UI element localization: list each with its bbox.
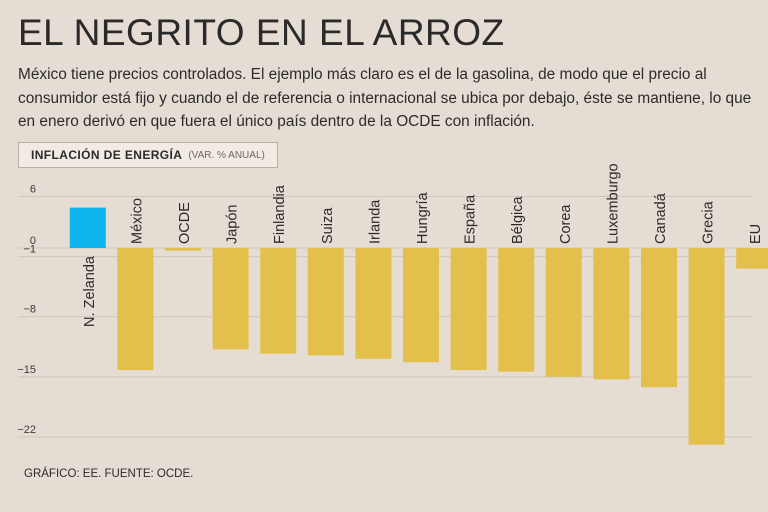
category-label: Irlanda	[367, 199, 383, 244]
y-tick-label: −22	[17, 424, 36, 436]
bar-b-lgica	[498, 248, 535, 372]
bar-luxemburgo	[593, 248, 630, 380]
category-label: Finlandia	[272, 184, 288, 244]
category-label: Bélgica	[510, 196, 526, 244]
category-label: N. Zelanda	[82, 255, 98, 327]
y-tick-label: −1	[23, 244, 36, 256]
bar-hungr-a	[403, 248, 439, 363]
bar-eu	[736, 248, 768, 269]
chart-header-box: INFLACIÓN DE ENERGÍA (VAR. % ANUAL)	[18, 142, 278, 168]
category-label: Hungría	[415, 191, 431, 244]
bar-ocde	[165, 248, 201, 251]
category-label: Grecia	[701, 200, 717, 244]
category-label: EU	[748, 224, 764, 244]
bar-irlanda	[355, 248, 392, 359]
y-tick-label: −8	[23, 304, 36, 316]
category-label: Suiza	[320, 207, 336, 244]
y-tick-label: 0	[30, 235, 36, 247]
category-label: México	[129, 198, 145, 244]
category-label: Corea	[558, 204, 574, 244]
category-label: Canadá	[653, 192, 669, 244]
category-label: Luxemburgo	[605, 163, 621, 244]
bar-finlandia	[260, 248, 297, 354]
bar-suiza	[307, 248, 344, 356]
bar-espa-a	[450, 248, 487, 370]
bar-corea	[545, 248, 582, 377]
category-label: Japón	[225, 204, 241, 244]
category-label: España	[463, 194, 479, 244]
bar-n-zelanda	[69, 207, 106, 248]
bar-canad-	[641, 248, 677, 388]
chart-header-title: INFLACIÓN DE ENERGÍA	[31, 148, 183, 162]
chart-subtitle: México tiene precios controlados. El eje…	[18, 66, 752, 130]
chart-title: EL NEGRITO EN EL ARROZ	[18, 12, 505, 53]
y-tick-label: −15	[17, 364, 36, 376]
chart-header-unit: (VAR. % ANUAL)	[188, 149, 265, 161]
source-note: GRÁFICO: EE. FUENTE: OCDE.	[24, 468, 194, 480]
bar-m-xico	[117, 248, 154, 370]
bar-jap-n	[212, 248, 249, 350]
category-label: OCDE	[177, 202, 193, 244]
bar-grecia	[688, 248, 725, 445]
y-tick-label: 6	[30, 183, 36, 195]
